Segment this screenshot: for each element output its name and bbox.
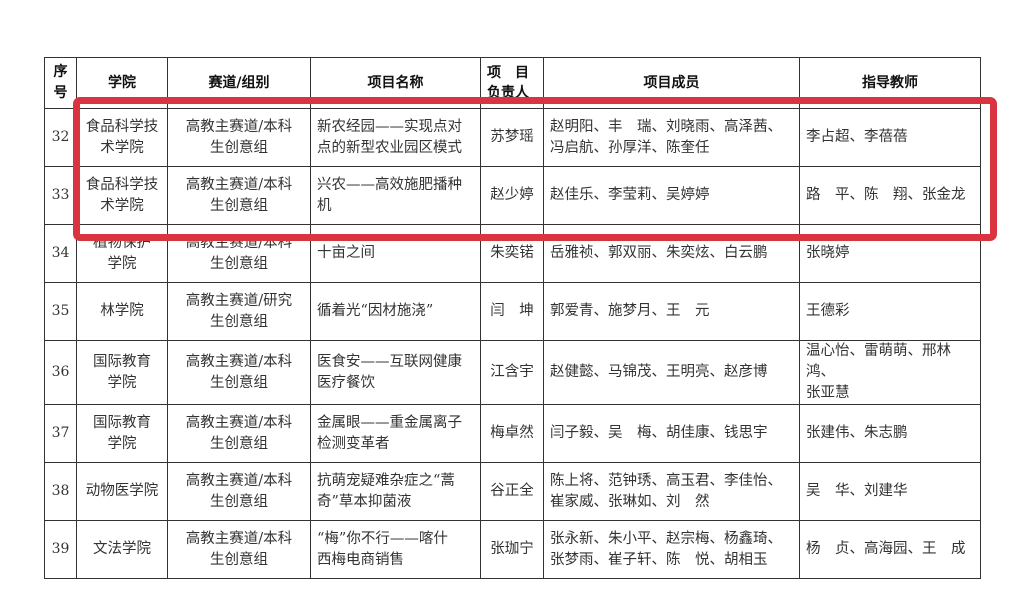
cell-members: 闫子毅、吴 梅、胡佳康、钱思宇 <box>543 404 800 463</box>
cell-project-name: 金属眼——重金属离子 检测变革者 <box>310 404 481 463</box>
header-advisors: 指导教师 <box>799 57 981 109</box>
cell-project-name: 十亩之间 <box>310 224 481 283</box>
cell-college: 植物保护 学院 <box>76 224 168 283</box>
cell-leader: 谷正全 <box>480 462 544 521</box>
cell-index: 36 <box>44 340 77 405</box>
cell-track: 高教主赛道/本科 生创意组 <box>167 520 311 579</box>
table-row: 37 国际教育 学院 高教主赛道/本科 生创意组 金属眼——重金属离子 检测变革者 梅卓… <box>44 404 981 463</box>
cell-leader: 闫 坤 <box>480 282 544 341</box>
cell-track: 高教主赛道/本科 生创意组 <box>167 166 311 225</box>
cell-project-name: 新农经园——实现点对 点的新型农业园区模式 <box>310 108 481 167</box>
cell-index: 37 <box>44 404 77 463</box>
header-college: 学院 <box>76 57 168 109</box>
cell-advisors: 张晓婷 <box>799 224 981 283</box>
cell-project-name: 兴农——高效施肥播种 机 <box>310 166 481 225</box>
cell-members: 岳雅祯、郭双丽、朱奕炫、白云鹏 <box>543 224 800 283</box>
cell-leader: 梅卓然 <box>480 404 544 463</box>
table-row: 35 林学院 高教主赛道/研究 生创意组 循着光“因材施浇” 闫 坤郭爱青、施梦月、王 … <box>44 282 981 341</box>
cell-members: 赵佳乐、李莹莉、吴婷婷 <box>543 166 800 225</box>
cell-college: 国际教育 学院 <box>76 404 168 463</box>
cell-advisors: 张建伟、朱志鹏 <box>799 404 981 463</box>
cell-college: 文法学院 <box>76 520 168 579</box>
cell-project-name: 循着光“因材施浇” <box>310 282 481 341</box>
cell-advisors: 杨 贞、高海园、王 成 <box>799 520 981 579</box>
cell-leader: 张珈宁 <box>480 520 544 579</box>
cell-track: 高教主赛道/研究 生创意组 <box>167 282 311 341</box>
cell-leader: 江含宇 <box>480 340 544 405</box>
cell-track: 高教主赛道/本科 生创意组 <box>167 462 311 521</box>
cell-advisors: 吴 华、刘建华 <box>799 462 981 521</box>
cell-index: 38 <box>44 462 77 521</box>
cell-members: 郭爱青、施梦月、王 元 <box>543 282 800 341</box>
cell-college: 食品科学技 术学院 <box>76 108 168 167</box>
cell-members: 赵明阳、丰 瑞、刘晓雨、高泽茜、 冯启航、孙厚洋、陈奎任 <box>543 108 800 167</box>
cell-advisors: 李占超、李蓓蓓 <box>799 108 981 167</box>
cell-college: 国际教育 学院 <box>76 340 168 405</box>
cell-leader: 朱奕锘 <box>480 224 544 283</box>
header-track: 赛道/组别 <box>167 57 311 109</box>
cell-leader: 赵少婷 <box>480 166 544 225</box>
cell-track: 高教主赛道/本科 生创意组 <box>167 108 311 167</box>
table-row: 32 食品科学技 术学院 高教主赛道/本科 生创意组 新农经园——实现点对 点的新型农… <box>44 108 981 167</box>
cell-index: 39 <box>44 520 77 579</box>
cell-advisors: 路 平、陈 翔、张金龙 <box>799 166 981 225</box>
cell-track: 高教主赛道/本科 生创意组 <box>167 224 311 283</box>
cell-advisors: 温心怡、雷萌萌、邢林鸿、 张亚慧 <box>799 340 981 405</box>
header-members: 项目成员 <box>543 57 800 109</box>
table-row: 38 动物医学院 高教主赛道/本科 生创意组 抗萌宠疑难杂症之“蒿 奇”草本抑菌液 谷正… <box>44 462 981 521</box>
cell-project-name: 抗萌宠疑难杂症之“蒿 奇”草本抑菌液 <box>310 462 481 521</box>
cell-index: 33 <box>44 166 77 225</box>
cell-members: 张永新、朱小平、赵宗梅、杨鑫琦、 张梦雨、崔子轩、陈 悦、胡相玉 <box>543 520 800 579</box>
cell-index: 34 <box>44 224 77 283</box>
table-row: 33 食品科学技 术学院 高教主赛道/本科 生创意组 兴农——高效施肥播种 机赵少婷赵… <box>44 166 981 225</box>
cell-college: 食品科学技 术学院 <box>76 166 168 225</box>
cell-project-name: 医食安——互联网健康 医疗餐饮 <box>310 340 481 405</box>
header-leader: 项 目 负责人 <box>480 57 544 109</box>
header-index: 序 号 <box>44 57 77 109</box>
cell-college: 林学院 <box>76 282 168 341</box>
header-project-name: 项目名称 <box>310 57 481 109</box>
table-row: 36 国际教育 学院 高教主赛道/本科 生创意组 医食安——互联网健康 医疗餐饮 江含宇… <box>44 340 981 405</box>
table-row: 39 文法学院 高教主赛道/本科 生创意组 “梅”你不行——喀什 西梅电商销售 张珈宁张… <box>44 520 981 579</box>
cell-index: 32 <box>44 108 77 167</box>
cell-members: 赵健懿、马锦茂、王明亮、赵彦博 <box>543 340 800 405</box>
cell-leader: 苏梦瑶 <box>480 108 544 167</box>
table-row: 34 植物保护 学院 高教主赛道/本科 生创意组 十亩之间 朱奕锘 岳雅祯、郭双丽、朱奕炫… <box>44 224 981 283</box>
table-header-row: 序 号学院 赛道/组别 项目名称项 目 负责人 项目成员 指导教师 <box>44 57 981 109</box>
cell-members: 陈上将、范钟琇、高玉君、李佳怡、 崔家威、张琳如、刘 然 <box>543 462 800 521</box>
cell-college: 动物医学院 <box>76 462 168 521</box>
cell-track: 高教主赛道/本科 生创意组 <box>167 404 311 463</box>
projects-table: 序 号学院 赛道/组别 项目名称项 目 负责人 项目成员 指导教师 32 食品科学技 术学… <box>44 57 981 579</box>
cell-index: 35 <box>44 282 77 341</box>
cell-track: 高教主赛道/本科 生创意组 <box>167 340 311 405</box>
cell-advisors: 王德彩 <box>799 282 981 341</box>
cell-project-name: “梅”你不行——喀什 西梅电商销售 <box>310 520 481 579</box>
